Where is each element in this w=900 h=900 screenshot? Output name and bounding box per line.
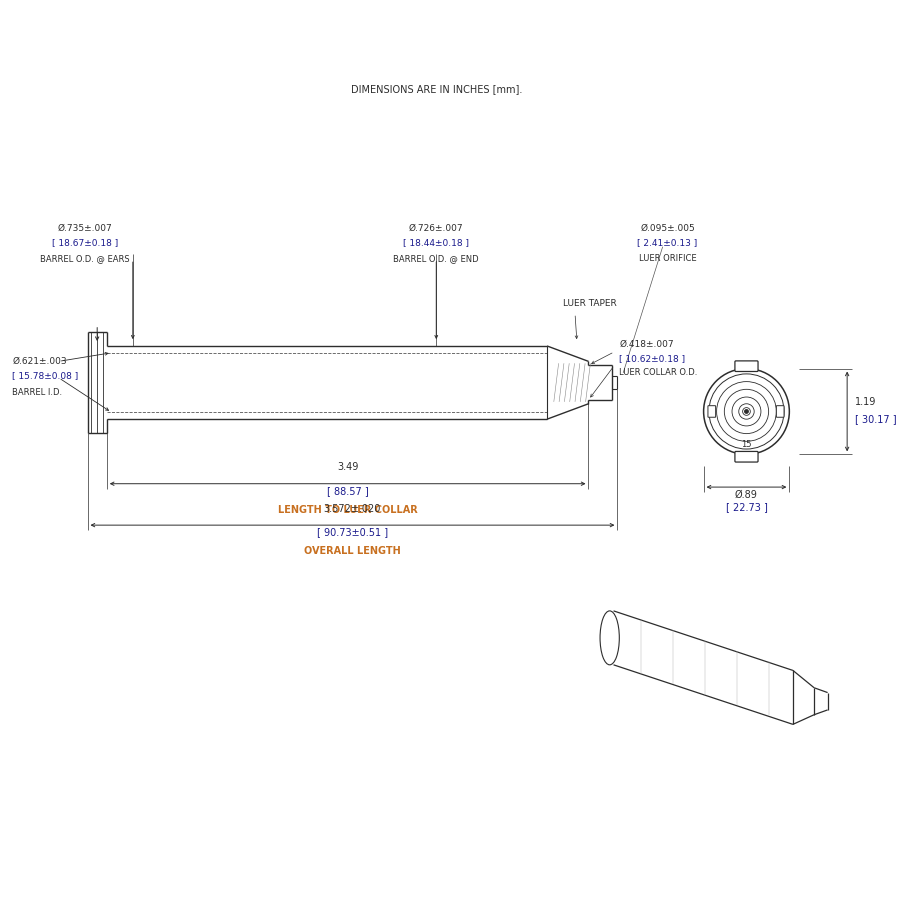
Text: DIMENSIONS ARE IN INCHES [mm].: DIMENSIONS ARE IN INCHES [mm]. bbox=[351, 84, 522, 94]
Text: LUER TAPER: LUER TAPER bbox=[563, 299, 617, 308]
Text: [ 2.41±0.13 ]: [ 2.41±0.13 ] bbox=[637, 238, 698, 247]
FancyBboxPatch shape bbox=[708, 406, 716, 418]
Text: [ 18.44±0.18 ]: [ 18.44±0.18 ] bbox=[403, 238, 469, 247]
Text: [ 88.57 ]: [ 88.57 ] bbox=[327, 486, 368, 496]
Text: BARREL O.D. @ END: BARREL O.D. @ END bbox=[393, 254, 479, 263]
Circle shape bbox=[744, 410, 748, 413]
Text: OVERALL LENGTH: OVERALL LENGTH bbox=[304, 546, 400, 556]
FancyBboxPatch shape bbox=[735, 452, 758, 462]
Text: Ø.418±.007: Ø.418±.007 bbox=[619, 339, 674, 348]
Text: [ 10.62±0.18 ]: [ 10.62±0.18 ] bbox=[619, 354, 686, 363]
Text: 15: 15 bbox=[742, 440, 751, 449]
Text: [ 22.73 ]: [ 22.73 ] bbox=[725, 502, 768, 512]
Text: Ø.726±.007: Ø.726±.007 bbox=[409, 224, 464, 233]
FancyBboxPatch shape bbox=[777, 406, 784, 418]
Text: [ 18.67±0.18 ]: [ 18.67±0.18 ] bbox=[51, 238, 118, 247]
Text: LUER ORIFICE: LUER ORIFICE bbox=[639, 254, 697, 263]
Text: Ø.621±.003: Ø.621±.003 bbox=[13, 357, 67, 366]
Text: 3.572±.020: 3.572±.020 bbox=[324, 504, 382, 514]
Text: LUER COLLAR O.D.: LUER COLLAR O.D. bbox=[619, 368, 698, 377]
Text: [ 90.73±0.51 ]: [ 90.73±0.51 ] bbox=[317, 527, 388, 537]
Text: 1.19: 1.19 bbox=[855, 397, 877, 407]
Text: [ 30.17 ]: [ 30.17 ] bbox=[855, 414, 896, 424]
Text: BARREL I.D.: BARREL I.D. bbox=[13, 388, 62, 397]
Text: BARREL O.D. @ EARS: BARREL O.D. @ EARS bbox=[40, 254, 130, 263]
FancyBboxPatch shape bbox=[735, 361, 758, 372]
Text: Ø.095±.005: Ø.095±.005 bbox=[640, 224, 695, 233]
Text: [ 15.78±0.08 ]: [ 15.78±0.08 ] bbox=[13, 372, 78, 381]
Text: LENGTH TO LUER COLLAR: LENGTH TO LUER COLLAR bbox=[278, 505, 418, 515]
Text: 3.49: 3.49 bbox=[337, 463, 358, 473]
Text: Ø.89: Ø.89 bbox=[735, 490, 758, 500]
Text: Ø.735±.007: Ø.735±.007 bbox=[58, 224, 112, 233]
